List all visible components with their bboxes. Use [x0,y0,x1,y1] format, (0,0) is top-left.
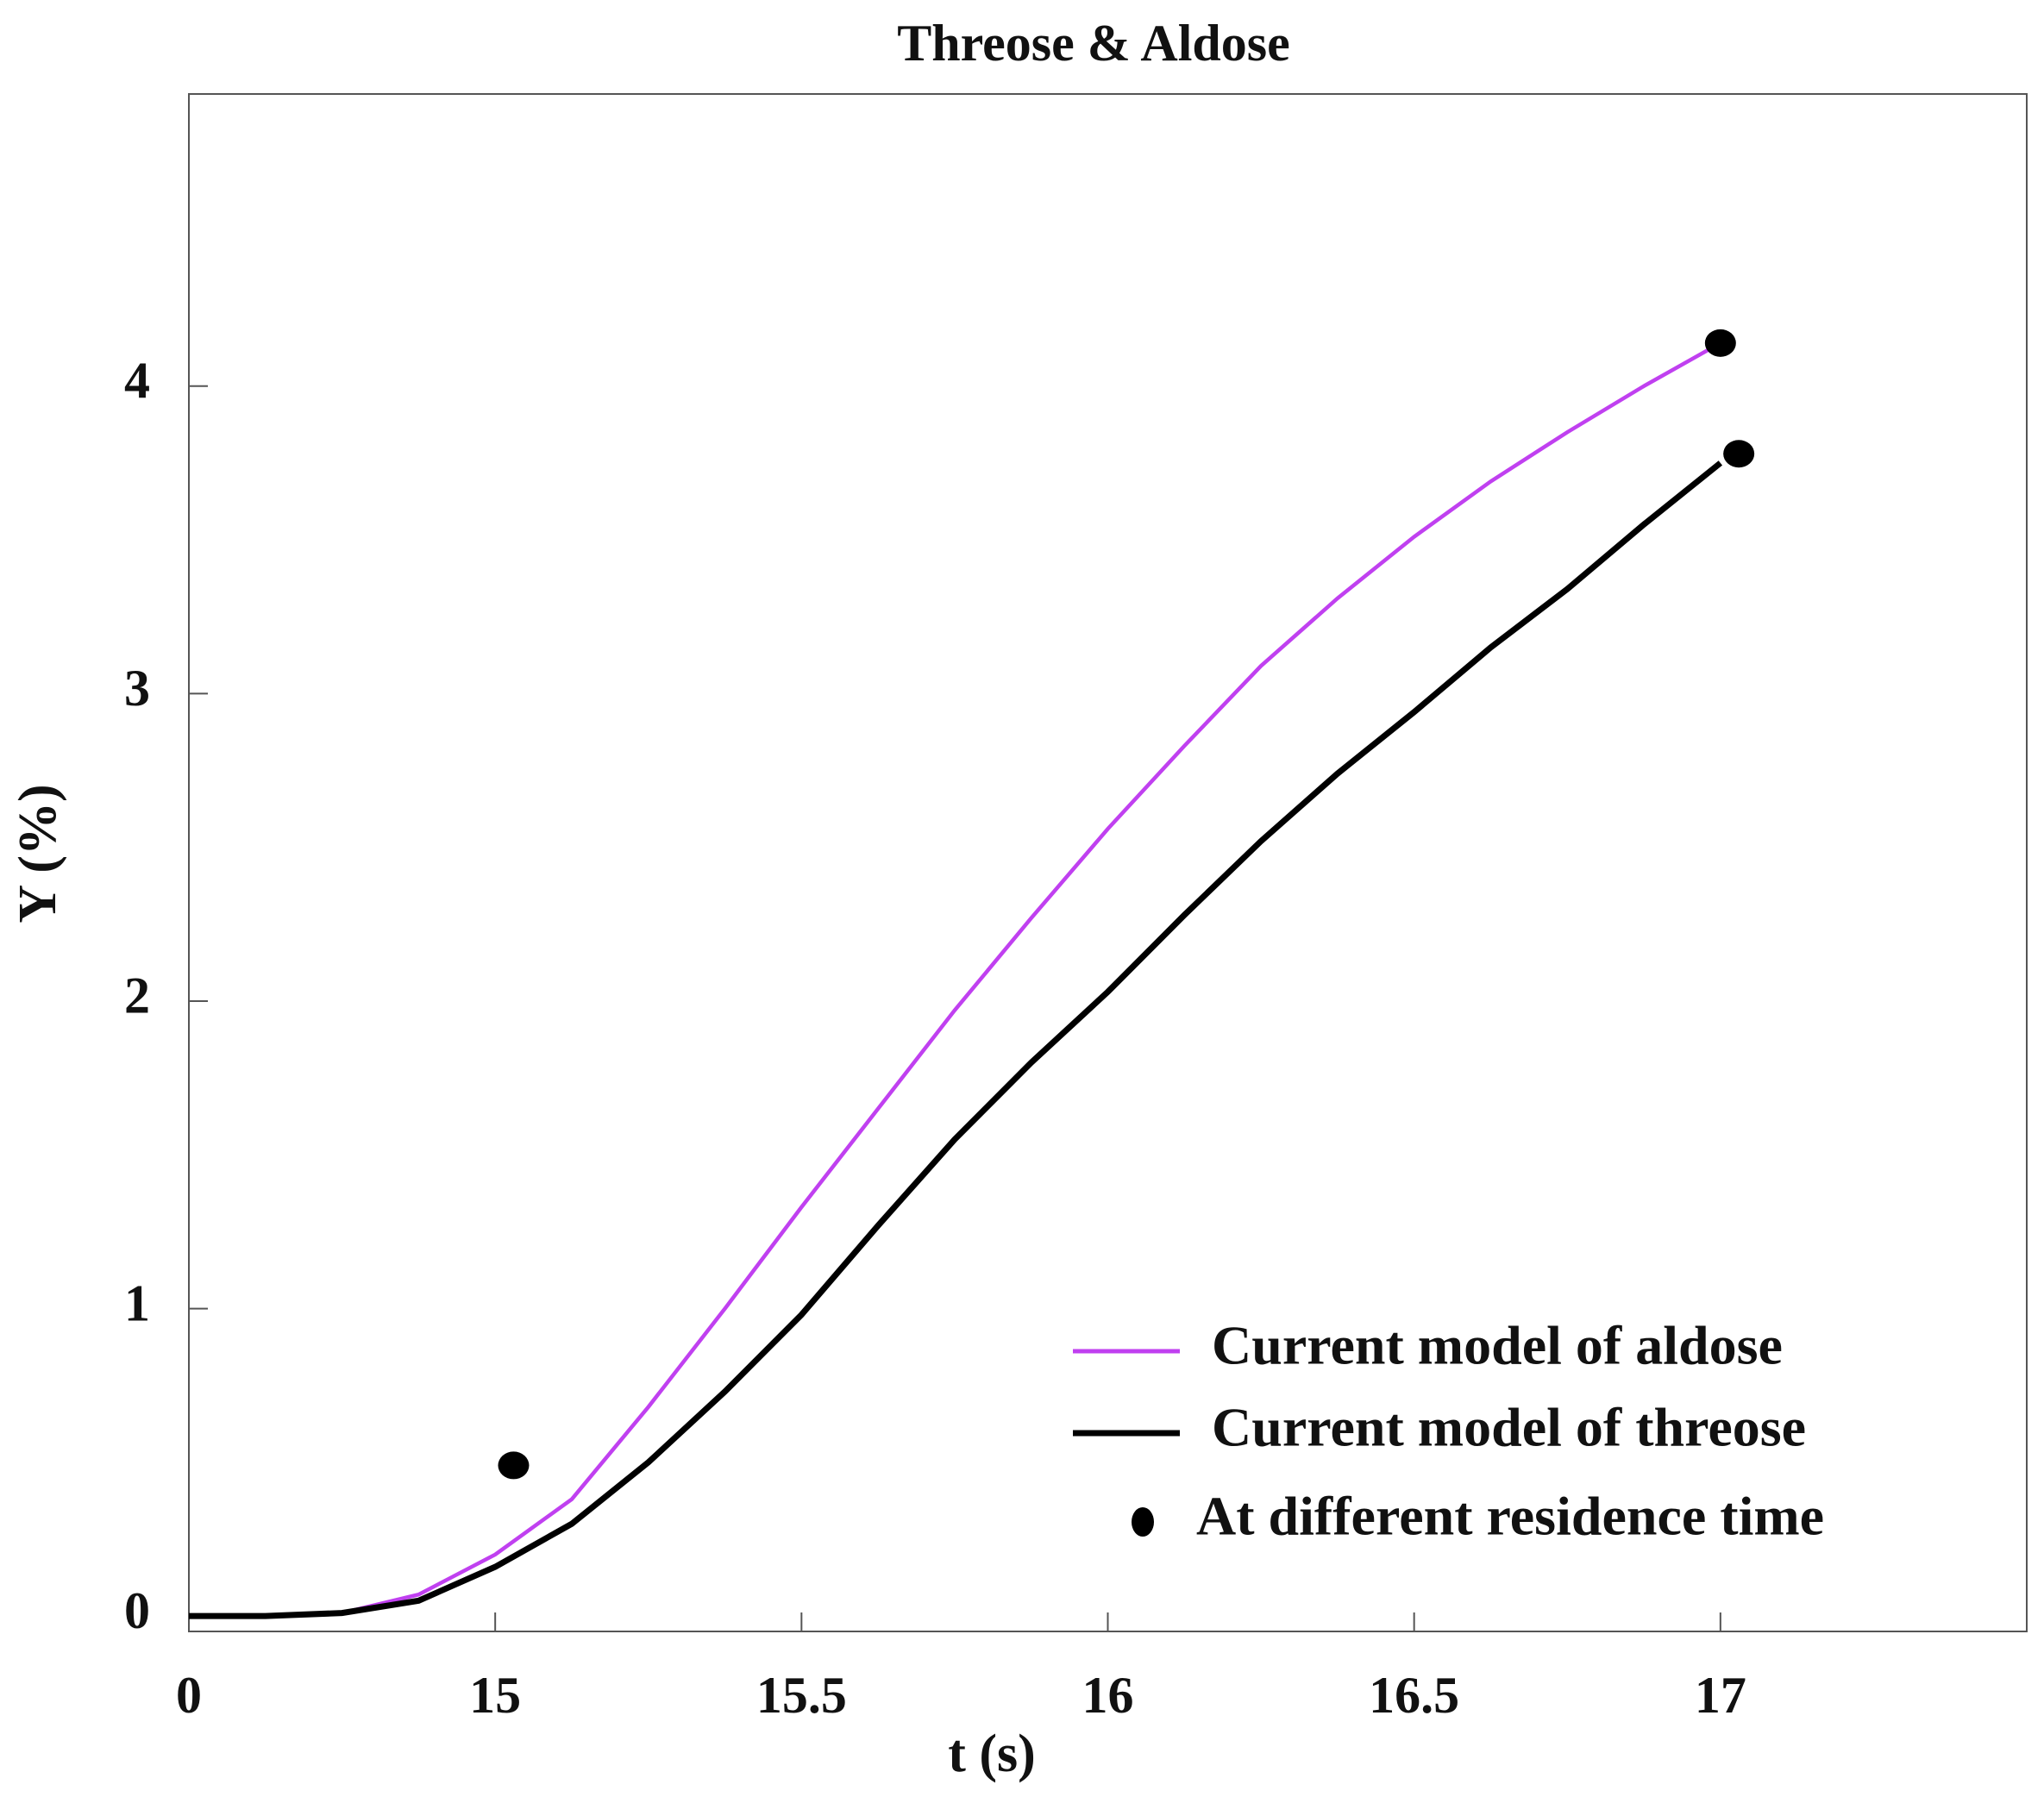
y-axis-label: Y (%) [9,784,67,923]
y-tick-label: 3 [124,660,150,717]
data-point [1723,440,1755,468]
legend-label: Current model of aldose [1212,1315,1783,1376]
x-tick-label: 0 [176,1667,202,1724]
legend-label: Current model of threose [1212,1397,1806,1458]
data-point [1704,329,1736,357]
data-point [498,1451,530,1480]
chart-title: Threose & Aldose [897,15,1290,72]
x-tick-label: 17 [1695,1667,1746,1724]
legend-swatch [1132,1507,1154,1537]
x-axis-label: t (s) [948,1725,1036,1783]
y-tick-label: 1 [124,1274,150,1331]
y-tick-label: 2 [124,967,150,1024]
data-line [189,460,1723,1619]
x-tick-label: 15 [469,1667,521,1724]
x-tick-label: 15.5 [756,1667,847,1724]
legend-label: At different residence time [1196,1486,1824,1547]
data-line [189,341,1721,1619]
x-tick-label: 16.5 [1369,1667,1459,1724]
y-tick-label: 4 [124,353,150,410]
x-tick-label: 16 [1082,1667,1134,1724]
y-tick-label: 0 [124,1582,150,1639]
